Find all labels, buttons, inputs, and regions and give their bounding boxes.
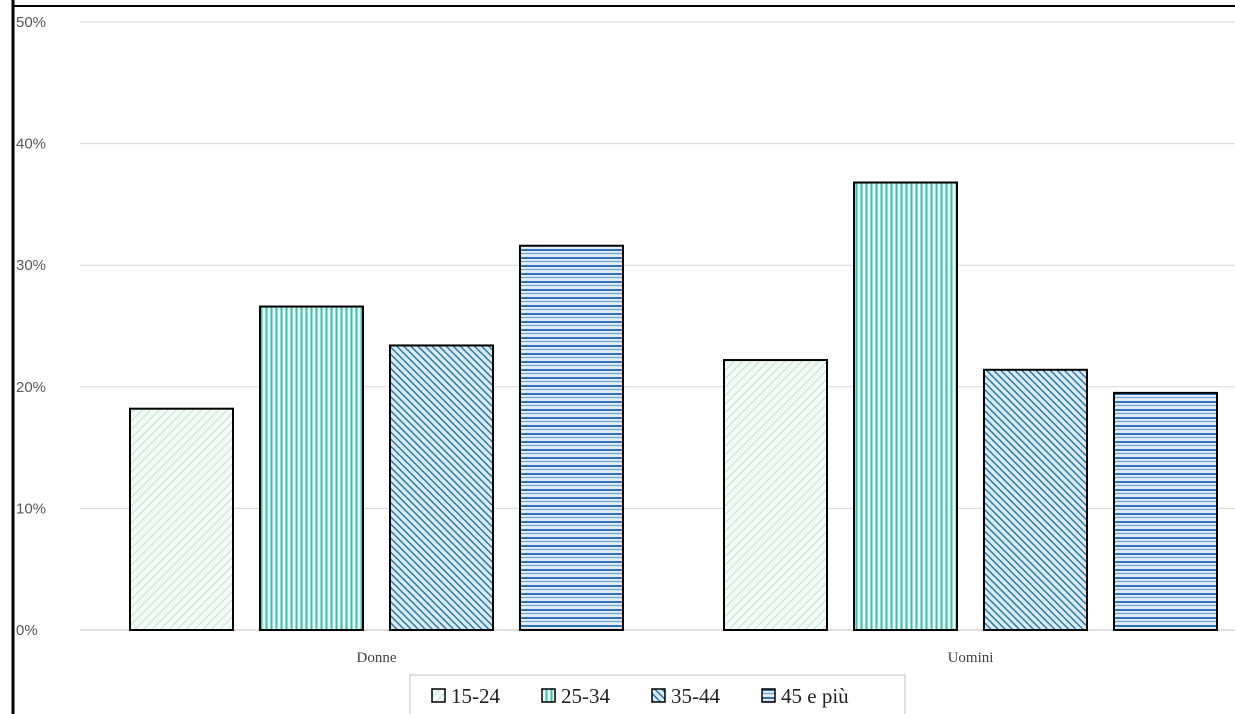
x-axis-categories: Donne Uomini	[357, 650, 994, 666]
bar-donne-35-44	[389, 344, 494, 631]
legend-swatch	[761, 688, 776, 703]
legend-label: 45 e più	[781, 684, 849, 708]
y-tick-label: 40%	[16, 136, 46, 153]
bar-uomini-35-44	[983, 368, 1088, 631]
bars	[129, 181, 1218, 632]
bar-uomini-25-34	[853, 181, 958, 631]
legend-label: 15-24	[451, 684, 500, 708]
bar-donne-15-24	[129, 407, 234, 631]
bar-uomini-45-e-più	[1113, 391, 1218, 631]
legend: 15-24 25-34 35-44 45 e più	[409, 674, 906, 714]
legend-label: 35-44	[671, 684, 720, 708]
y-tick-label: 50%	[16, 14, 46, 31]
category-label: Donne	[357, 650, 397, 666]
legend-label: 25-34	[561, 684, 610, 708]
legend-swatch	[651, 688, 666, 703]
y-tick-label: 0%	[16, 622, 38, 639]
bar-uomini-15-24	[723, 359, 828, 631]
y-tick-label: 30%	[16, 257, 46, 274]
bar-donne-45-e-più	[519, 244, 624, 632]
y-axis-ticks: 0% 10% 20% 30% 40% 50%	[16, 14, 46, 639]
y-tick-label: 10%	[16, 500, 46, 517]
legend-swatch	[431, 688, 446, 703]
y-tick-label: 20%	[16, 379, 46, 396]
category-label: Uomini	[948, 650, 994, 666]
legend-swatch	[541, 688, 556, 703]
bar-donne-25-34	[259, 305, 364, 631]
